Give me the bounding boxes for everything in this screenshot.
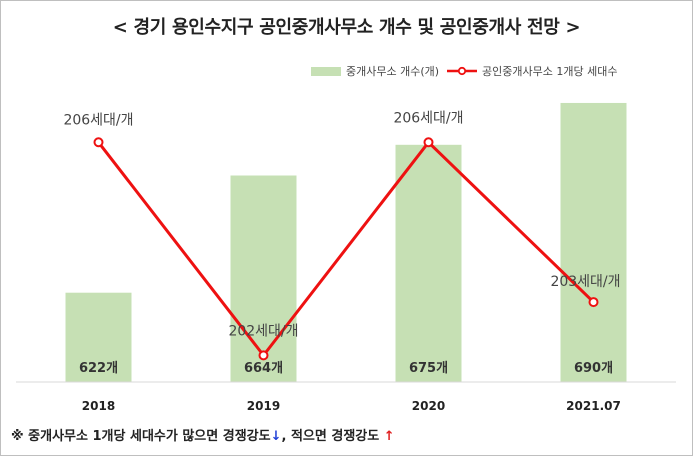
legend-item-line: 공인중개사무소 1개당 세대수 <box>447 63 617 79</box>
legend-bar-label: 중개사무소 개수(개) <box>346 65 440 78</box>
legend: 중개사무소 개수(개) 공인중개사무소 1개당 세대수 <box>311 63 625 79</box>
bar-2021.07 <box>560 102 627 382</box>
bar-value-label: 675개 <box>409 361 448 376</box>
arrow-up-icon: ↑ <box>383 429 395 444</box>
bar-value-label: 664개 <box>244 361 283 376</box>
line-point-2019 <box>258 350 269 361</box>
x-tick-label: 2018 <box>82 399 115 413</box>
line-value-label: 203세대/개 <box>550 274 620 290</box>
chart-title: < 경기 용인수지구 공인중개사무소 개수 및 공인중개사 전망 > <box>112 17 581 38</box>
legend-item-bar: 중개사무소 개수(개) <box>311 63 439 79</box>
bar-value-label: 622개 <box>79 361 118 376</box>
line-point-2018 <box>93 137 104 148</box>
line-value-label: 206세대/개 <box>63 112 133 128</box>
arrow-down-icon: ↓ <box>270 429 282 444</box>
footnote-text-1: ※ 중개사무소 1개당 세대수가 많으면 경쟁강도 <box>11 429 271 444</box>
line-point-2020 <box>423 137 434 148</box>
line-value-label: 206세대/개 <box>393 110 463 126</box>
footnote-text-2: , 적으면 경쟁강도 <box>281 429 380 444</box>
x-tick-label: 2020 <box>412 399 445 413</box>
x-tick-label: 2019 <box>247 399 280 413</box>
bar-value-label: 690개 <box>574 361 613 376</box>
legend-line-swatch <box>447 66 478 76</box>
line-value-label: 202세대/개 <box>228 323 298 339</box>
x-tick-label: 2021.07 <box>566 399 621 413</box>
bar-2020 <box>395 144 462 382</box>
legend-bar-swatch <box>311 66 341 76</box>
line-point-2021.07 <box>588 297 599 308</box>
footnote: ※ 중개사무소 1개당 세대수가 많으면 경쟁강도↓, 적으면 경쟁강도 ↑ <box>11 425 395 444</box>
line-series <box>97 140 595 357</box>
legend-line-label: 공인중개사무소 1개당 세대수 <box>482 65 618 78</box>
bar-2019 <box>230 175 297 382</box>
bar-2018 <box>65 292 132 382</box>
